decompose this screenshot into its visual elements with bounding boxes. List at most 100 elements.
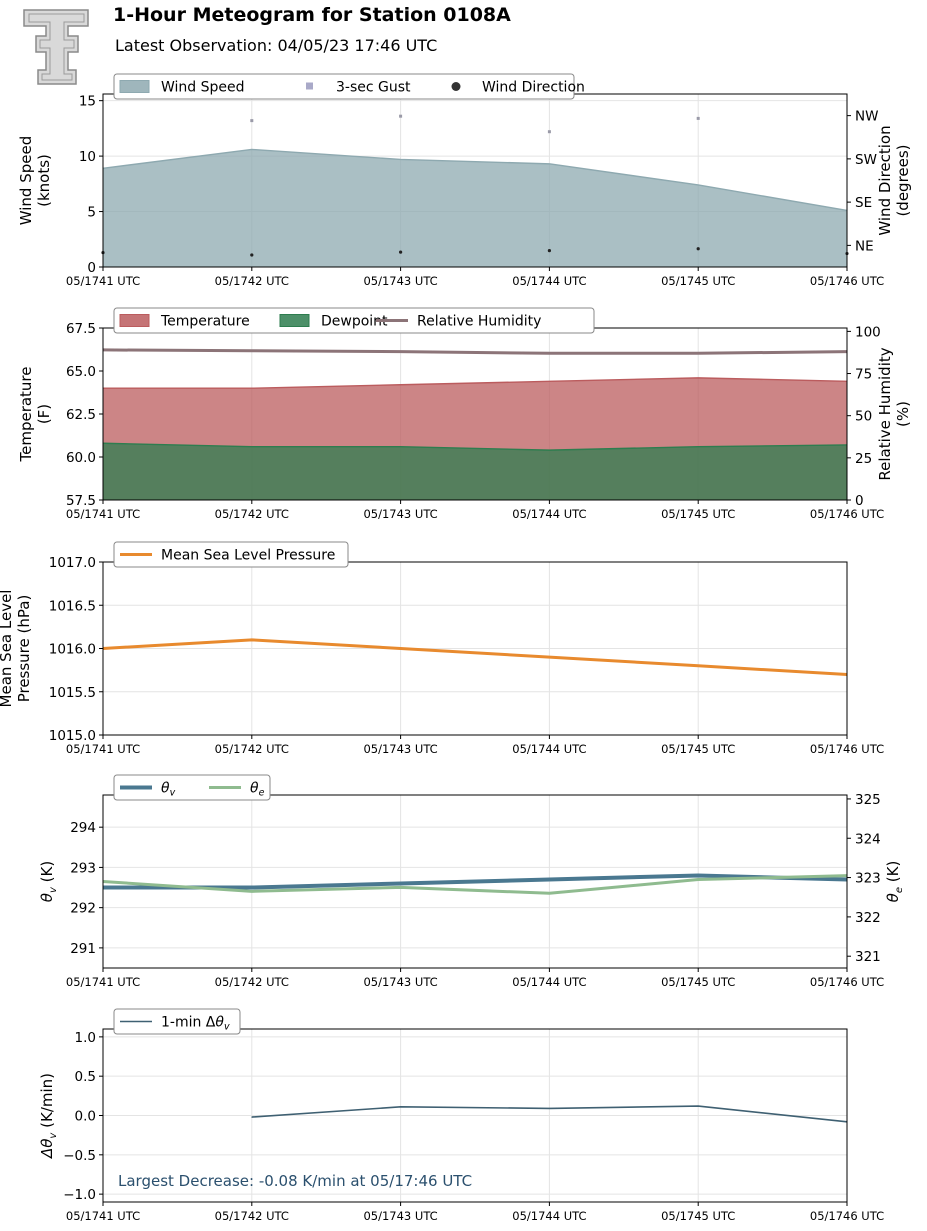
legend-label: Wind Speed bbox=[161, 80, 245, 96]
chart-panel-1: 05/1741 UTC 05/1742 UTC 05/1743 UTC 05/1744… bbox=[17, 73, 912, 288]
y-tick-label: −1.0 bbox=[63, 1187, 96, 1203]
x-tick-label: 05/1746 UTC bbox=[810, 274, 884, 288]
x-tick-label: 05/1741 UTC bbox=[66, 975, 140, 989]
data-point bbox=[548, 1107, 550, 1109]
x-tick-label: 05/1744 UTC bbox=[512, 742, 586, 756]
legend: Temperature Dewpoint Relative Humidity bbox=[113, 307, 595, 334]
y-axis-label: (F) bbox=[35, 404, 53, 424]
y-tick-label: 291 bbox=[70, 941, 96, 957]
legend-label: Mean Sea Level Pressure bbox=[161, 548, 335, 564]
university-logo bbox=[23, 9, 89, 85]
gust-marker bbox=[399, 114, 403, 118]
y2-tick-label: SW bbox=[855, 152, 877, 168]
x-tick-label: 05/1744 UTC bbox=[512, 274, 586, 288]
x-tick-label: 05/1742 UTC bbox=[215, 975, 289, 989]
legend: Mean Sea Level Pressure bbox=[113, 541, 349, 568]
annotation-largest-decrease: Largest Decrease: -0.08 K/min at 05/17:4… bbox=[118, 1172, 472, 1190]
wind-direction-marker bbox=[696, 247, 700, 251]
y-axis-label: Pressure (hPa) bbox=[15, 595, 33, 703]
series-line-1 bbox=[103, 873, 848, 890]
y2-tick-label: NW bbox=[855, 109, 878, 125]
y2-axis-label: Wind Direction bbox=[876, 125, 894, 235]
y-tick-label: 10 bbox=[79, 149, 96, 165]
y2-tick-label: 324 bbox=[855, 831, 881, 847]
series-outline bbox=[102, 442, 848, 451]
data-point bbox=[251, 639, 253, 641]
y2-tick-label: 25 bbox=[855, 451, 872, 467]
y-tick-label: 1016.5 bbox=[49, 598, 96, 614]
data-point bbox=[697, 879, 699, 881]
legend-label: Temperature bbox=[160, 314, 250, 330]
y-tick-label: 1.0 bbox=[75, 1030, 96, 1046]
data-point bbox=[548, 352, 550, 354]
legend-box bbox=[113, 307, 595, 334]
y-tick-label: 294 bbox=[70, 820, 96, 836]
legend-swatch bbox=[119, 314, 150, 327]
y2-tick-label: 321 bbox=[855, 949, 881, 965]
y2-tick-label: 0 bbox=[855, 493, 864, 509]
series-line-3 bbox=[102, 348, 848, 355]
legend-swatch bbox=[279, 314, 310, 327]
y2-axis-label: Relative Humidity bbox=[876, 347, 894, 480]
x-tick-label: 05/1742 UTC bbox=[215, 742, 289, 756]
y2-tick-label: SE bbox=[855, 195, 872, 211]
y2-tick-label: 50 bbox=[855, 409, 872, 425]
data-point bbox=[400, 1106, 402, 1108]
page-title: 1-Hour Meteogram for Station 0108A bbox=[113, 4, 511, 26]
x-tick-label: 05/1745 UTC bbox=[661, 507, 735, 521]
legend-label: 3-sec Gust bbox=[336, 80, 411, 96]
x-tick-label: 05/1742 UTC bbox=[215, 507, 289, 521]
y-axis-label: Temperature bbox=[17, 366, 35, 462]
data-point bbox=[400, 886, 402, 888]
data-point bbox=[251, 350, 253, 352]
y-axis-label: θv (K) bbox=[38, 861, 59, 902]
y2-axis-label: (%) bbox=[894, 401, 912, 427]
x-tick-label: 05/1741 UTC bbox=[66, 1209, 140, 1223]
y-tick-label: 0.0 bbox=[75, 1109, 96, 1125]
x-tick-label: 05/1744 UTC bbox=[512, 975, 586, 989]
y-tick-label: 65.0 bbox=[66, 364, 96, 380]
y-tick-label: 293 bbox=[70, 860, 96, 876]
y-tick-label: 292 bbox=[70, 901, 96, 917]
y2-tick-label: 100 bbox=[855, 324, 881, 340]
x-tick-label: 05/1743 UTC bbox=[363, 1209, 437, 1223]
wind-direction-marker bbox=[250, 253, 254, 257]
legend-label: θe bbox=[250, 781, 265, 799]
chart-panel-4: 05/1741 UTC 05/1742 UTC 05/1743 UTC 05/1744… bbox=[38, 774, 905, 989]
x-tick-label: 05/1745 UTC bbox=[661, 975, 735, 989]
chart-panel-2: 05/1741 UTC 05/1742 UTC 05/1743 UTC 05/1744… bbox=[17, 307, 912, 521]
x-tick-label: 05/1744 UTC bbox=[512, 1209, 586, 1223]
legend-swatch bbox=[451, 82, 461, 91]
y-tick-label: 1015.0 bbox=[49, 728, 96, 744]
x-tick-label: 05/1742 UTC bbox=[215, 1209, 289, 1223]
x-tick-label: 05/1743 UTC bbox=[363, 742, 437, 756]
x-tick-label: 05/1743 UTC bbox=[363, 274, 437, 288]
y-axis-label: Mean Sea Level bbox=[0, 590, 15, 708]
legend-box bbox=[113, 1008, 241, 1035]
y-tick-label: 1017.0 bbox=[49, 555, 96, 571]
legend-label: Dewpoint bbox=[321, 314, 388, 330]
legend: 1-min Δθv bbox=[113, 1008, 241, 1035]
data-point bbox=[400, 883, 402, 885]
series-line-2 bbox=[102, 874, 848, 895]
y-tick-label: 0.5 bbox=[75, 1069, 96, 1085]
legend-label: θv bbox=[161, 781, 176, 799]
chart-panel-5: 05/1741 UTC 05/1742 UTC 05/1743 UTC 05/1744… bbox=[38, 1008, 884, 1223]
x-tick-label: 05/1745 UTC bbox=[661, 742, 735, 756]
data-point bbox=[400, 648, 402, 649]
x-tick-label: 05/1744 UTC bbox=[512, 507, 586, 521]
x-tick-label: 05/1742 UTC bbox=[215, 274, 289, 288]
y2-tick-label: 323 bbox=[855, 871, 881, 887]
legend-swatch bbox=[306, 82, 313, 90]
series-area-wind-speed bbox=[103, 149, 847, 267]
x-tick-label: 05/1741 UTC bbox=[66, 507, 140, 521]
y2-tick-label: 75 bbox=[855, 367, 872, 383]
y-tick-label: 1015.5 bbox=[49, 685, 96, 701]
legend: θv θe bbox=[113, 774, 271, 801]
y2-tick-label: 322 bbox=[855, 910, 881, 926]
data-point bbox=[697, 1105, 699, 1107]
x-tick-label: 05/1746 UTC bbox=[810, 1209, 884, 1223]
y2-axis-label: θe (K) bbox=[884, 861, 905, 903]
y-tick-label: 0 bbox=[87, 260, 96, 276]
legend-box bbox=[113, 774, 271, 801]
